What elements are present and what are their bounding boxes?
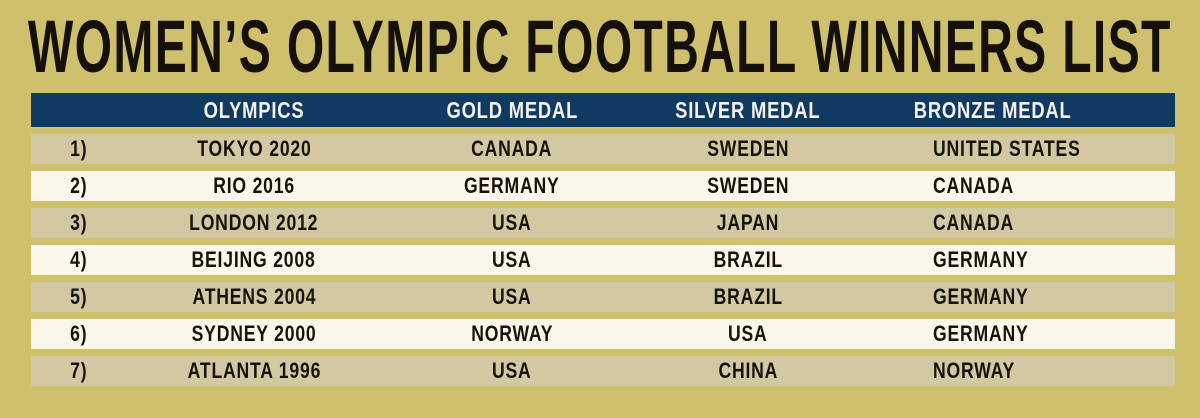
cell-gold: GERMANY bbox=[464, 173, 560, 198]
cell-spacer bbox=[1133, 319, 1175, 349]
cell-bronze: UNITED STATES bbox=[933, 136, 1081, 161]
cell-spacer bbox=[1133, 282, 1175, 312]
page-title: WOMEN’S OLYMPIC FOOTBALL WINNERS LIST bbox=[28, 5, 1172, 88]
cell-olympics: RIO 2016 bbox=[213, 173, 295, 198]
cell-olympics: SYDNEY 2000 bbox=[191, 321, 317, 346]
cell-spacer bbox=[1133, 208, 1175, 238]
cell-silver: CHINA bbox=[718, 358, 778, 383]
cell-spacer bbox=[1133, 356, 1175, 386]
cell-rank: 6) bbox=[70, 321, 88, 346]
header-label-silver: SILVER MEDAL bbox=[675, 96, 821, 123]
cell-gold: USA bbox=[492, 358, 532, 383]
cell-rank: 4) bbox=[70, 247, 88, 272]
cell-olympics: LONDON 2012 bbox=[189, 210, 319, 235]
table-row: 6) SYDNEY 2000 NORWAY USA GERMANY bbox=[31, 319, 1175, 349]
cell-silver: SWEDEN bbox=[706, 173, 790, 198]
cell-bronze: GERMANY bbox=[933, 284, 1029, 309]
cell-gold: NORWAY bbox=[470, 321, 554, 346]
table-row: 1) TOKYO 2020 CANADA SWEDEN UNITED STATE… bbox=[31, 134, 1175, 164]
cell-bronze: GERMANY bbox=[933, 247, 1029, 272]
winners-table: OLYMPICS GOLD MEDAL SILVER MEDAL BRONZE … bbox=[31, 93, 1175, 386]
cell-silver: USA bbox=[728, 321, 768, 346]
cell-gold: USA bbox=[492, 210, 532, 235]
cell-silver: BRAZIL bbox=[713, 284, 783, 309]
table-row: 4) BEIJING 2008 USA BRAZIL GERMANY bbox=[31, 245, 1175, 275]
cell-olympics: ATLANTA 1996 bbox=[187, 358, 321, 383]
cell-spacer bbox=[1133, 134, 1175, 164]
cell-rank: 1) bbox=[70, 136, 88, 161]
header-cell-spacer bbox=[1133, 93, 1175, 127]
header-label-gold: GOLD MEDAL bbox=[446, 96, 578, 123]
cell-gold: USA bbox=[492, 247, 532, 272]
cell-bronze: GERMANY bbox=[933, 321, 1029, 346]
header-label-olympics: OLYMPICS bbox=[203, 96, 305, 123]
table-header-row: OLYMPICS GOLD MEDAL SILVER MEDAL BRONZE … bbox=[31, 93, 1175, 127]
header-cell-olympics: OLYMPICS bbox=[127, 93, 381, 127]
cell-gold: USA bbox=[492, 284, 532, 309]
table-row: 3) LONDON 2012 USA JAPAN CANADA bbox=[31, 208, 1175, 238]
header-cell-rank bbox=[31, 93, 127, 127]
cell-bronze: NORWAY bbox=[933, 358, 1016, 383]
table-row: 7) ATLANTA 1996 USA CHINA NORWAY bbox=[31, 356, 1175, 386]
header-label-bronze: BRONZE MEDAL bbox=[914, 96, 1072, 123]
cell-bronze: CANADA bbox=[933, 173, 1015, 198]
cell-rank: 2) bbox=[70, 173, 88, 198]
cell-gold: CANADA bbox=[471, 136, 553, 161]
cell-bronze: CANADA bbox=[933, 210, 1015, 235]
cell-rank: 3) bbox=[70, 210, 88, 235]
cell-silver: BRAZIL bbox=[713, 247, 783, 272]
table-row: 2) RIO 2016 GERMANY SWEDEN CANADA bbox=[31, 171, 1175, 201]
cell-silver: SWEDEN bbox=[706, 136, 790, 161]
cell-olympics: ATHENS 2004 bbox=[192, 284, 316, 309]
cell-olympics: TOKYO 2020 bbox=[196, 136, 312, 161]
cell-spacer bbox=[1133, 171, 1175, 201]
header-cell-silver: SILVER MEDAL bbox=[643, 93, 853, 127]
cell-rank: 7) bbox=[70, 358, 88, 383]
title-bar: WOMEN’S OLYMPIC FOOTBALL WINNERS LIST bbox=[0, 0, 1200, 93]
cell-silver: JAPAN bbox=[716, 210, 780, 235]
cell-rank: 5) bbox=[70, 284, 88, 309]
table-row: 5) ATHENS 2004 USA BRAZIL GERMANY bbox=[31, 282, 1175, 312]
cell-olympics: BEIJING 2008 bbox=[191, 247, 317, 272]
header-cell-gold: GOLD MEDAL bbox=[381, 93, 643, 127]
cell-spacer bbox=[1133, 245, 1175, 275]
header-cell-bronze: BRONZE MEDAL bbox=[853, 93, 1133, 127]
